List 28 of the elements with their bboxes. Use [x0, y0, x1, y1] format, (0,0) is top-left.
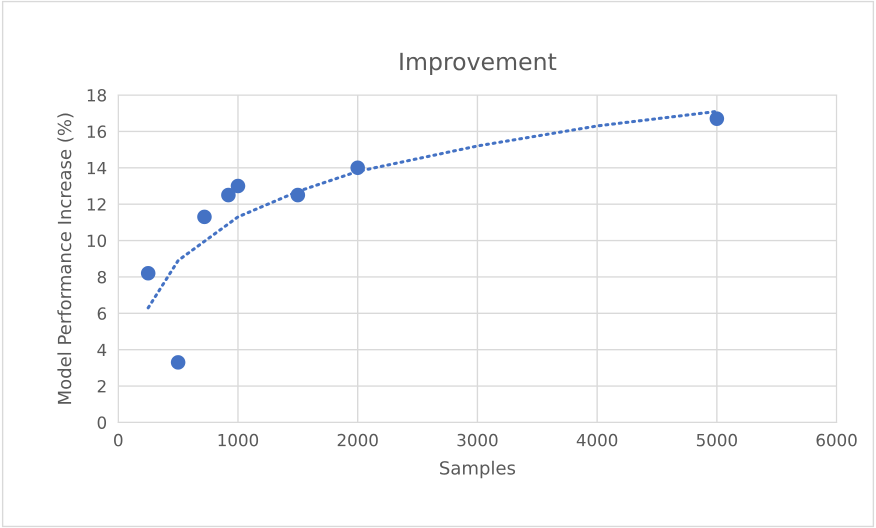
y-tick-label: 12 [88, 198, 106, 210]
x-tick-label: 4000 [576, 434, 618, 446]
y-tick-label: 2 [98, 380, 106, 392]
point [197, 210, 212, 224]
y-tick-label: 18 [88, 89, 106, 102]
point [350, 160, 365, 176]
y-tick-label: 10 [88, 234, 106, 248]
x-tick-label: 2000 [338, 434, 378, 446]
y-tick-label: 16 [88, 125, 106, 138]
point [170, 355, 186, 370]
x-tick-label: 1000 [218, 434, 258, 446]
y-tick-label: 4 [97, 344, 106, 356]
chart-title: Improvement [400, 52, 556, 75]
y-tick-label: 0 [98, 416, 106, 429]
point [221, 188, 236, 202]
x-tick-label: 6000 [816, 434, 857, 446]
x-tick-label: 5000 [696, 434, 737, 446]
x-tick-label: 0 [114, 434, 122, 446]
point [710, 111, 724, 126]
point [230, 178, 246, 194]
y-axis-title: Model Performance Increase (%) [57, 114, 74, 404]
x-axis-title: Samples [440, 460, 516, 478]
y-tick-label: 8 [98, 270, 106, 284]
y-tick-label: 6 [98, 307, 106, 320]
point [140, 266, 156, 281]
point [290, 188, 306, 202]
y-tick-label: 14 [88, 162, 106, 174]
x-tick-label: 3000 [457, 434, 498, 446]
